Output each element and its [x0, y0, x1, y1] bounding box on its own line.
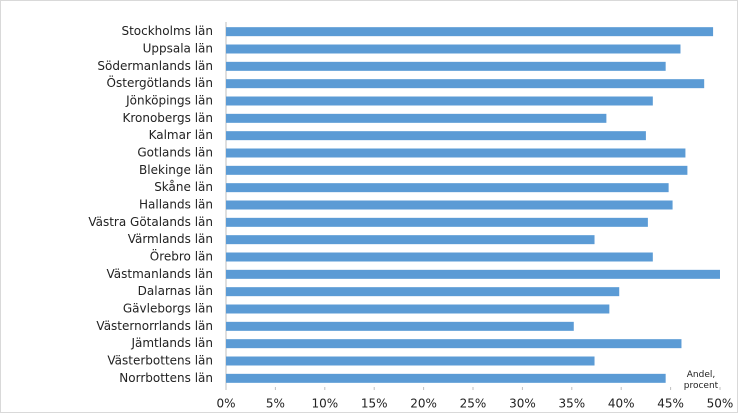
y-tick-label: Värmlands län	[128, 232, 213, 246]
y-tick-label: Södermanlands län	[97, 59, 213, 73]
bar	[226, 113, 607, 123]
x-tick-label: 10%	[311, 397, 338, 411]
y-tick-label: Dalarnas län	[138, 284, 213, 298]
y-tick-label: Jämtlands län	[130, 336, 213, 350]
bar	[226, 79, 705, 89]
bar	[226, 131, 646, 141]
bar	[226, 269, 720, 279]
x-tick-label: 25%	[460, 397, 487, 411]
y-tick-label: Jönköpings län	[125, 94, 213, 108]
y-tick-label: Stockholms län	[121, 24, 213, 38]
x-tick-label: 50%	[707, 397, 734, 411]
bar	[226, 373, 666, 383]
bar	[226, 183, 669, 193]
y-tick-label: Hallands län	[139, 198, 213, 212]
y-tick-label: Örebro län	[150, 248, 213, 264]
bar	[226, 235, 595, 245]
bar	[226, 287, 620, 297]
axis-title: Andel, procent	[683, 370, 719, 391]
bar	[226, 96, 653, 106]
y-tick-label: Blekinge län	[139, 163, 213, 177]
bar	[226, 252, 653, 262]
bar	[226, 217, 648, 227]
y-tick-label: Västmanlands län	[106, 267, 213, 281]
x-tick-label: 15%	[361, 397, 388, 411]
y-tick-label: Gotlands län	[137, 146, 213, 160]
y-tick-label: Kronobergs län	[122, 111, 213, 125]
x-tick-label: 0%	[216, 397, 235, 411]
y-tick-label: Västra Götalands län	[88, 215, 213, 229]
x-tick-label: 30%	[509, 397, 536, 411]
x-tick-label: 5%	[266, 397, 285, 411]
bar	[226, 148, 686, 158]
x-tick-label: 45%	[657, 397, 684, 411]
x-tick-label: 40%	[608, 397, 635, 411]
bar	[226, 61, 666, 71]
y-tick-label: Skåne län	[154, 180, 213, 194]
y-tick-label: Norrbottens län	[119, 371, 213, 385]
y-tick-label: Uppsala län	[143, 42, 213, 56]
bar	[226, 44, 681, 54]
bar	[226, 356, 595, 366]
bar	[226, 165, 688, 175]
bar	[226, 27, 714, 37]
bar	[226, 304, 610, 314]
x-tick-label: 20%	[410, 397, 437, 411]
x-tick-label: 35%	[558, 397, 585, 411]
bar	[226, 339, 682, 349]
y-tick-label: Västernorrlands län	[96, 319, 213, 333]
y-tick-label: Gävleborgs län	[123, 302, 213, 316]
y-tick-label: Kalmar län	[149, 128, 213, 142]
bar	[226, 200, 673, 210]
y-tick-label: Västerbottens län	[107, 354, 213, 368]
bar	[226, 321, 574, 331]
y-tick-label: Östergötlands län	[107, 74, 213, 90]
